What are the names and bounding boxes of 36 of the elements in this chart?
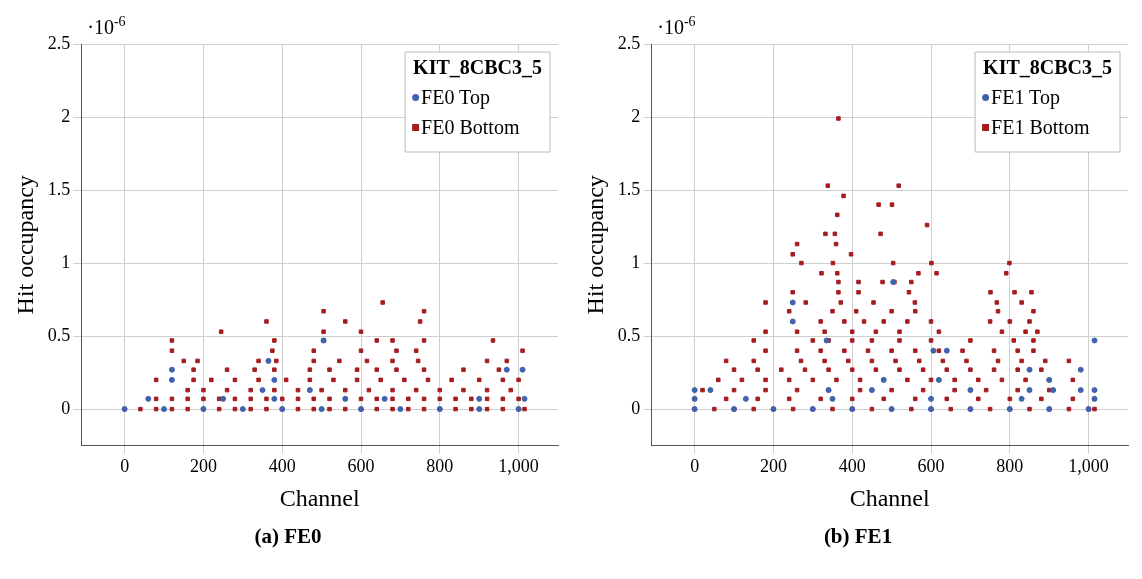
legend-label: FE1 Top <box>991 86 1060 109</box>
legend-label: FE0 Top <box>421 86 490 109</box>
text: (a) FE0 <box>253 524 323 549</box>
y-tick-label: 0.5 <box>47 324 71 345</box>
y-tick-label: 2.5 <box>617 32 641 53</box>
legend-title: KIT_8CBC3_5 <box>983 56 1112 78</box>
y-tick-label: 2 <box>631 105 641 126</box>
x-tick-label: 600 <box>917 456 945 477</box>
y-tick-label: 1 <box>61 251 71 272</box>
y-tick-label: 1 <box>631 251 641 272</box>
y-tick-label: 0 <box>61 397 71 418</box>
x-tick-label: 0 <box>120 456 130 477</box>
x-tick-label: 1,000 <box>498 456 539 477</box>
x-tick-label: 800 <box>426 456 454 477</box>
legend-title: KIT_8CBC3_5 <box>413 56 542 78</box>
legend-label: FE1 Bottom <box>991 116 1090 138</box>
y-tick-label: 2.5 <box>47 32 71 53</box>
y-axis-title: Hit occupancy <box>11 175 38 315</box>
x-axis-title: Channel <box>279 484 360 511</box>
x-tick-label: 1,000 <box>1068 456 1109 477</box>
x-tick-label: 600 <box>347 456 375 477</box>
legend-label: FE0 Bottom <box>421 116 520 138</box>
y-tick-label: 2 <box>61 105 71 126</box>
x-tick-label: 0 <box>690 456 700 477</box>
x-tick-label: 800 <box>996 456 1024 477</box>
x-tick-label: 200 <box>189 456 217 477</box>
x-tick-label: 200 <box>759 456 787 477</box>
y-tick-label: 1.5 <box>617 178 641 199</box>
y-tick-label: 0 <box>631 397 641 418</box>
text: (b) FE1 <box>822 524 894 549</box>
x-axis-title: Channel <box>849 484 930 511</box>
x-tick-label: 400 <box>268 456 296 477</box>
y-tick-label: 1.5 <box>47 178 71 199</box>
x-tick-label: 400 <box>838 456 866 477</box>
y-axis-title: Hit occupancy <box>581 175 608 315</box>
y-tick-label: 0.5 <box>617 324 641 345</box>
